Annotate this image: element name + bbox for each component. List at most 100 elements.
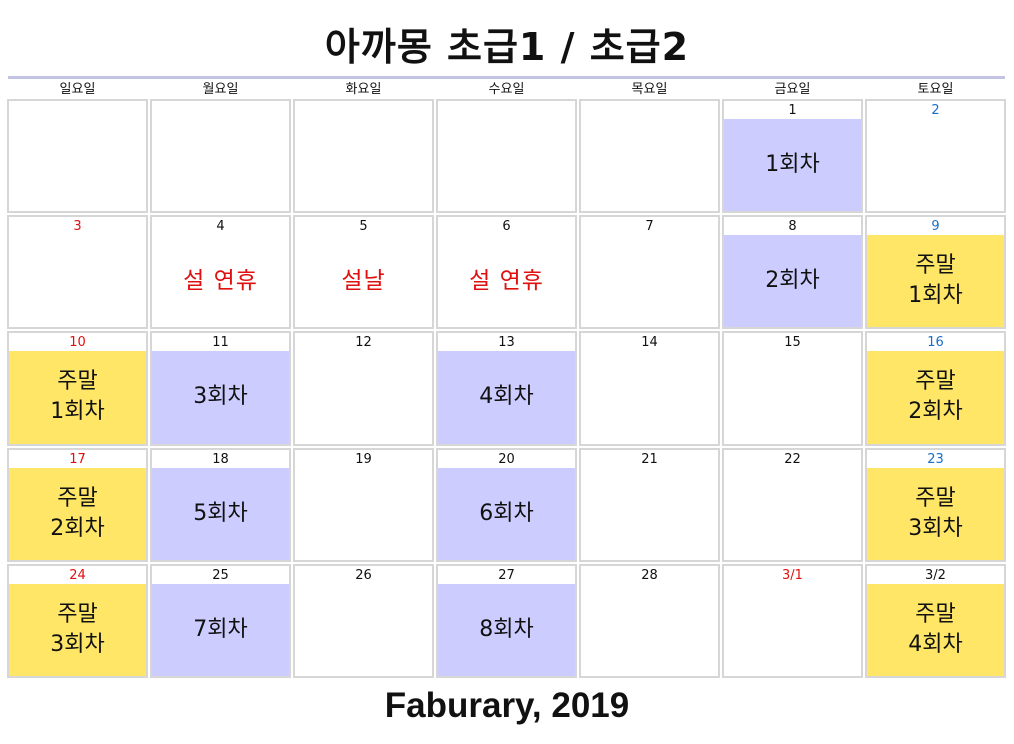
weekday-sunday: 일요일 — [59, 82, 96, 97]
calendar-day-cell: 3 — [7, 215, 148, 330]
day-number: 14 — [641, 335, 658, 351]
weekend-session-label-text: 주말 1회차 — [50, 369, 105, 425]
day-number: 16 — [927, 335, 944, 351]
weekday-monday: 월요일 — [202, 82, 239, 97]
day-number: 5 — [359, 219, 368, 235]
weekday-wednesday: 수요일 — [488, 82, 525, 97]
session-label: 8회차 — [438, 583, 575, 676]
calendar-day-cell: 3/1 — [722, 563, 863, 678]
day-number: 27 — [498, 567, 515, 583]
day-number: 22 — [784, 451, 801, 467]
day-number: 3 — [73, 219, 82, 235]
holiday-label-text: 설날 — [341, 268, 386, 295]
day-number: 20 — [498, 451, 515, 467]
calendar-day-cell: 5 설날 — [293, 215, 434, 330]
calendar-day-cell: 4 설 연휴 — [150, 215, 291, 330]
weekend-session-label: 주말 1회차 — [9, 351, 146, 444]
calendar-day-cell: 28 — [579, 563, 720, 678]
holiday-label-text: 설 연휴 — [183, 268, 258, 295]
day-number: 18 — [212, 451, 229, 467]
month-label: Faburary, 2019 — [384, 686, 630, 725]
day-number: 10 — [69, 335, 86, 351]
calendar-day-cell: 27 8회차 — [436, 563, 577, 678]
day-number: 25 — [212, 567, 229, 583]
holiday-label: 설 연휴 — [152, 235, 289, 327]
title-divider — [8, 76, 1005, 79]
weekday-friday: 금요일 — [774, 82, 811, 97]
calendar-day-cell: 18 5회차 — [150, 447, 291, 562]
calendar-day-cell: 20 6회차 — [436, 447, 577, 562]
day-number: 3/2 — [925, 567, 946, 583]
day-number: 28 — [641, 567, 658, 583]
holiday-label-text: 설 연휴 — [469, 268, 544, 295]
session-label-text: 7회차 — [193, 616, 248, 642]
session-label: 5회차 — [152, 467, 289, 560]
calendar-day-cell — [579, 99, 720, 214]
calendar-day-cell: 26 — [293, 563, 434, 678]
calendar-day-cell: 10 주말 1회차 — [7, 331, 148, 446]
day-number: 26 — [355, 567, 372, 583]
calendar-day-cell: 17 주말 2회차 — [7, 447, 148, 562]
calendar-day-cell — [293, 99, 434, 214]
weekday-tuesday: 화요일 — [345, 82, 382, 97]
calendar-day-cell: 2 — [865, 99, 1006, 214]
session-label: 6회차 — [438, 467, 575, 560]
session-label-text: 5회차 — [193, 500, 248, 526]
calendar-day-cell: 25 7회차 — [150, 563, 291, 678]
weekend-session-label-text: 주말 3회차 — [908, 485, 963, 541]
weekend-session-label: 주말 1회차 — [867, 235, 1004, 328]
day-number: 24 — [69, 567, 86, 583]
calendar-day-cell: 1 1회차 — [722, 99, 863, 214]
calendar-day-cell: 24 주말 3회차 — [7, 563, 148, 678]
weekend-session-label-text: 주말 4회차 — [908, 601, 963, 657]
session-label: 3회차 — [152, 351, 289, 444]
weekday-saturday: 토요일 — [917, 82, 954, 97]
session-label: 1회차 — [724, 119, 861, 212]
calendar-day-cell: 15 — [722, 331, 863, 446]
calendar-day-cell: 9 주말 1회차 — [865, 215, 1006, 330]
weekday-header-row: 일요일 월요일 화요일 수요일 목요일 금요일 토요일 — [6, 80, 1006, 99]
calendar-day-cell: 8 2회차 — [722, 215, 863, 330]
weekend-session-label: 주말 2회차 — [867, 351, 1004, 444]
calendar-day-cell: 7 — [579, 215, 720, 330]
weekend-session-label: 주말 3회차 — [9, 583, 146, 676]
session-label-text: 4회차 — [479, 384, 534, 410]
page-title: 아까몽 초급1 / 초급2 — [324, 25, 690, 69]
calendar-day-cell — [7, 99, 148, 214]
day-number: 6 — [502, 219, 511, 235]
weekend-session-label-text: 주말 2회차 — [908, 369, 963, 425]
session-label: 7회차 — [152, 583, 289, 676]
calendar-day-cell: 22 — [722, 447, 863, 562]
calendar-grid: 1 1회차 2 3 4 설 연휴 5 설날 6 설 연휴 7 8 2회차 9 주말 1회차 10 주말 1회차 1… — [6, 98, 1007, 679]
day-number: 23 — [927, 451, 944, 467]
day-number: 19 — [355, 451, 372, 467]
calendar-day-cell: 21 — [579, 447, 720, 562]
calendar-day-cell: 16 주말 2회차 — [865, 331, 1006, 446]
session-label: 4회차 — [438, 351, 575, 444]
session-label-text: 2회차 — [765, 268, 820, 294]
session-label-text: 6회차 — [479, 500, 534, 526]
weekend-session-label-text: 주말 2회차 — [50, 485, 105, 541]
calendar-day-cell: 3/2 주말 4회차 — [865, 563, 1006, 678]
day-number: 4 — [216, 219, 225, 235]
calendar-day-cell: 14 — [579, 331, 720, 446]
day-number: 7 — [645, 219, 654, 235]
calendar-day-cell: 6 설 연휴 — [436, 215, 577, 330]
day-number: 8 — [788, 219, 797, 235]
weekend-session-label: 주말 2회차 — [9, 467, 146, 560]
weekend-session-label: 주말 3회차 — [867, 467, 1004, 560]
weekday-thursday: 목요일 — [631, 82, 668, 97]
calendar-day-cell — [436, 99, 577, 214]
day-number: 3/1 — [782, 567, 803, 583]
weekend-session-label-text: 주말 1회차 — [908, 253, 963, 309]
session-label-text: 8회차 — [479, 616, 534, 642]
weekend-session-label-text: 주말 3회차 — [50, 601, 105, 657]
holiday-label: 설날 — [295, 235, 432, 327]
calendar-day-cell: 23 주말 3회차 — [865, 447, 1006, 562]
day-number: 13 — [498, 335, 515, 351]
calendar-day-cell — [150, 99, 291, 214]
calendar-day-cell: 11 3회차 — [150, 331, 291, 446]
day-number: 2 — [931, 103, 940, 118]
day-number: 1 — [788, 103, 797, 118]
day-number: 21 — [641, 451, 658, 467]
